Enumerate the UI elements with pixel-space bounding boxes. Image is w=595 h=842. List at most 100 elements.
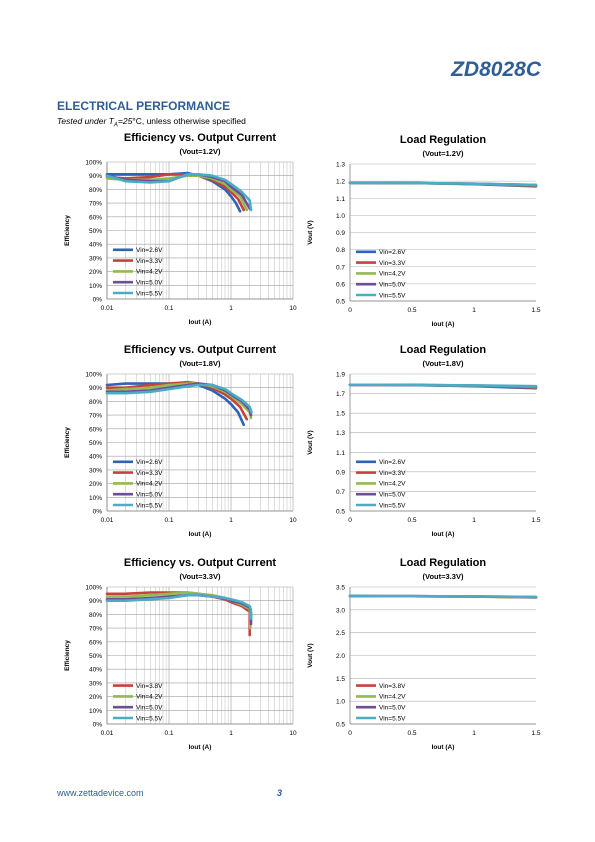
legend-label: Vin=5.0V: [136, 280, 163, 287]
x-axis-label: Iout (A): [189, 319, 212, 326]
x-tick-label: 1: [472, 730, 476, 737]
series-line: [105, 383, 253, 414]
legend-label: Vin=2.6V: [136, 459, 163, 466]
legend-label: Vin=4.2V: [379, 481, 406, 488]
y-tick-label: 40%: [89, 667, 102, 674]
y-tick-label: 40%: [89, 454, 102, 461]
efficiency-chart-vout-1-2v: Efficiency vs. Output Current (Vout=1.2V)…: [64, 132, 297, 326]
y-tick-label: 100%: [85, 160, 102, 167]
legend-label: Vin=2.6V: [379, 249, 406, 256]
legend-label: Vin=3.3V: [379, 260, 406, 267]
y-tick-label: 70%: [89, 413, 102, 420]
page-number: 3: [277, 788, 283, 798]
load-regulation-chart-vout-3-3v: Load Regulation (Vout=3.3V) 0.5 1.0 1.5 2.0 2.…: [307, 557, 541, 751]
y-tick-label: 2.0: [336, 653, 345, 660]
y-tick-label: 1.7: [336, 391, 345, 398]
x-tick-label: 0.01: [101, 517, 114, 524]
y-tick-label: 60%: [89, 214, 102, 221]
y-tick-label: 20%: [89, 694, 102, 701]
chart-title: Load Regulation: [400, 557, 486, 569]
y-tick-label: 90%: [89, 173, 102, 180]
y-tick-label: 1.0: [336, 699, 345, 706]
x-tick-label: 0: [348, 517, 352, 524]
section-title: ELECTRICAL PERFORMANCE: [57, 99, 231, 113]
y-tick-label: 0.7: [336, 264, 345, 271]
x-tick-label: 0.01: [101, 305, 114, 312]
y-tick-label: 80%: [89, 399, 102, 406]
y-tick-label: 1.3: [336, 162, 345, 169]
x-tick-label: 1: [472, 307, 476, 314]
load-regulation-chart-vout-1-2v: Load Regulation (Vout=1.2V) 0.5 0.6 0.7 0.8 0.…: [307, 134, 541, 328]
y-tick-label: 1.2: [336, 179, 345, 186]
y-tick-label: 20%: [89, 481, 102, 488]
y-tick-label: 90%: [89, 385, 102, 392]
y-tick-label: 90%: [89, 598, 102, 605]
y-tick-label: 1.5: [336, 411, 345, 418]
legend-label: Vin=2.6V: [136, 247, 163, 254]
legend-label: Vin=5.5V: [136, 290, 163, 297]
y-tick-label: 1.9: [336, 372, 345, 379]
test-value: =25: [117, 116, 133, 126]
y-tick-label: 3.0: [336, 607, 345, 614]
y-tick-label: 80%: [89, 187, 102, 194]
x-tick-label: 1: [229, 730, 233, 737]
legend-label: Vin=5.5V: [379, 292, 406, 299]
y-axis-label: Efficiency: [64, 427, 71, 458]
chart-title: Load Regulation: [400, 344, 486, 356]
y-axis-label: Vout (V): [307, 643, 314, 667]
efficiency-chart-vout-3-3v: Efficiency vs. Output Current (Vout=3.3V)…: [64, 557, 297, 751]
y-tick-label: 3.5: [336, 585, 345, 592]
x-tick-label: 1: [229, 305, 233, 312]
y-tick-label: 70%: [89, 626, 102, 633]
legend-label: Vin=2.6V: [379, 459, 406, 466]
y-tick-label: 10%: [89, 495, 102, 502]
y-tick-label: 60%: [89, 639, 102, 646]
x-tick-label: 1.5: [531, 307, 540, 314]
x-tick-label: 0.1: [164, 517, 173, 524]
x-tick-label: 0: [348, 730, 352, 737]
series-line: [348, 181, 538, 187]
x-axis-label: Iout (A): [432, 321, 455, 328]
chart-subtitle: (Vout=1.2V): [180, 147, 221, 156]
y-tick-label: 0.5: [336, 722, 345, 729]
x-axis-label: Iout (A): [432, 744, 455, 751]
plot-area: [350, 374, 536, 511]
part-number: ZD8028C: [451, 58, 541, 81]
y-tick-label: 0.9: [336, 469, 345, 476]
chart-title: Efficiency vs. Output Current: [124, 344, 277, 356]
x-tick-label: 0: [348, 307, 352, 314]
series-line: [348, 594, 538, 599]
chart-subtitle: (Vout=3.3V): [423, 572, 464, 581]
legend-label: Vin=3.8V: [136, 683, 163, 690]
y-tick-label: 30%: [89, 467, 102, 474]
footer-website-link[interactable]: www.zettadevice.com: [57, 788, 144, 798]
legend-label: Vin=3.3V: [136, 470, 163, 477]
test-t: T: [108, 116, 114, 126]
y-axis-label: Efficiency: [64, 215, 71, 246]
y-tick-label: 0%: [93, 509, 103, 516]
y-tick-label: 1.3: [336, 430, 345, 437]
legend-label: Vin=4.2V: [136, 269, 163, 276]
y-tick-label: 10%: [89, 708, 102, 715]
test-suffix: °C, unless otherwise specified: [132, 116, 246, 126]
chart-subtitle: (Vout=1.2V): [423, 149, 464, 158]
x-tick-label: 0.1: [164, 305, 173, 312]
y-tick-label: 50%: [89, 653, 102, 660]
legend-label: Vin=5.5V: [379, 715, 406, 722]
y-tick-label: 40%: [89, 242, 102, 249]
legend-label: Vin=5.5V: [136, 502, 163, 509]
chart-subtitle: (Vout=1.8V): [423, 359, 464, 368]
legend-label: Vin=3.3V: [136, 258, 163, 265]
legend-label: Vin=4.2V: [136, 481, 163, 488]
legend-label: Vin=3.8V: [379, 683, 406, 690]
x-tick-label: 0.5: [407, 730, 416, 737]
legend-label: Vin=5.5V: [379, 502, 406, 509]
legend-label: Vin=5.0V: [379, 492, 406, 499]
legend-label: Vin=5.5V: [136, 715, 163, 722]
x-axis-label: Iout (A): [189, 531, 212, 538]
legend-label: Vin=5.0V: [136, 492, 163, 499]
y-tick-label: 50%: [89, 228, 102, 235]
y-tick-label: 0.5: [336, 509, 345, 516]
chart-title: Efficiency vs. Output Current: [124, 132, 277, 144]
y-axis-label: Vout (V): [307, 430, 314, 454]
